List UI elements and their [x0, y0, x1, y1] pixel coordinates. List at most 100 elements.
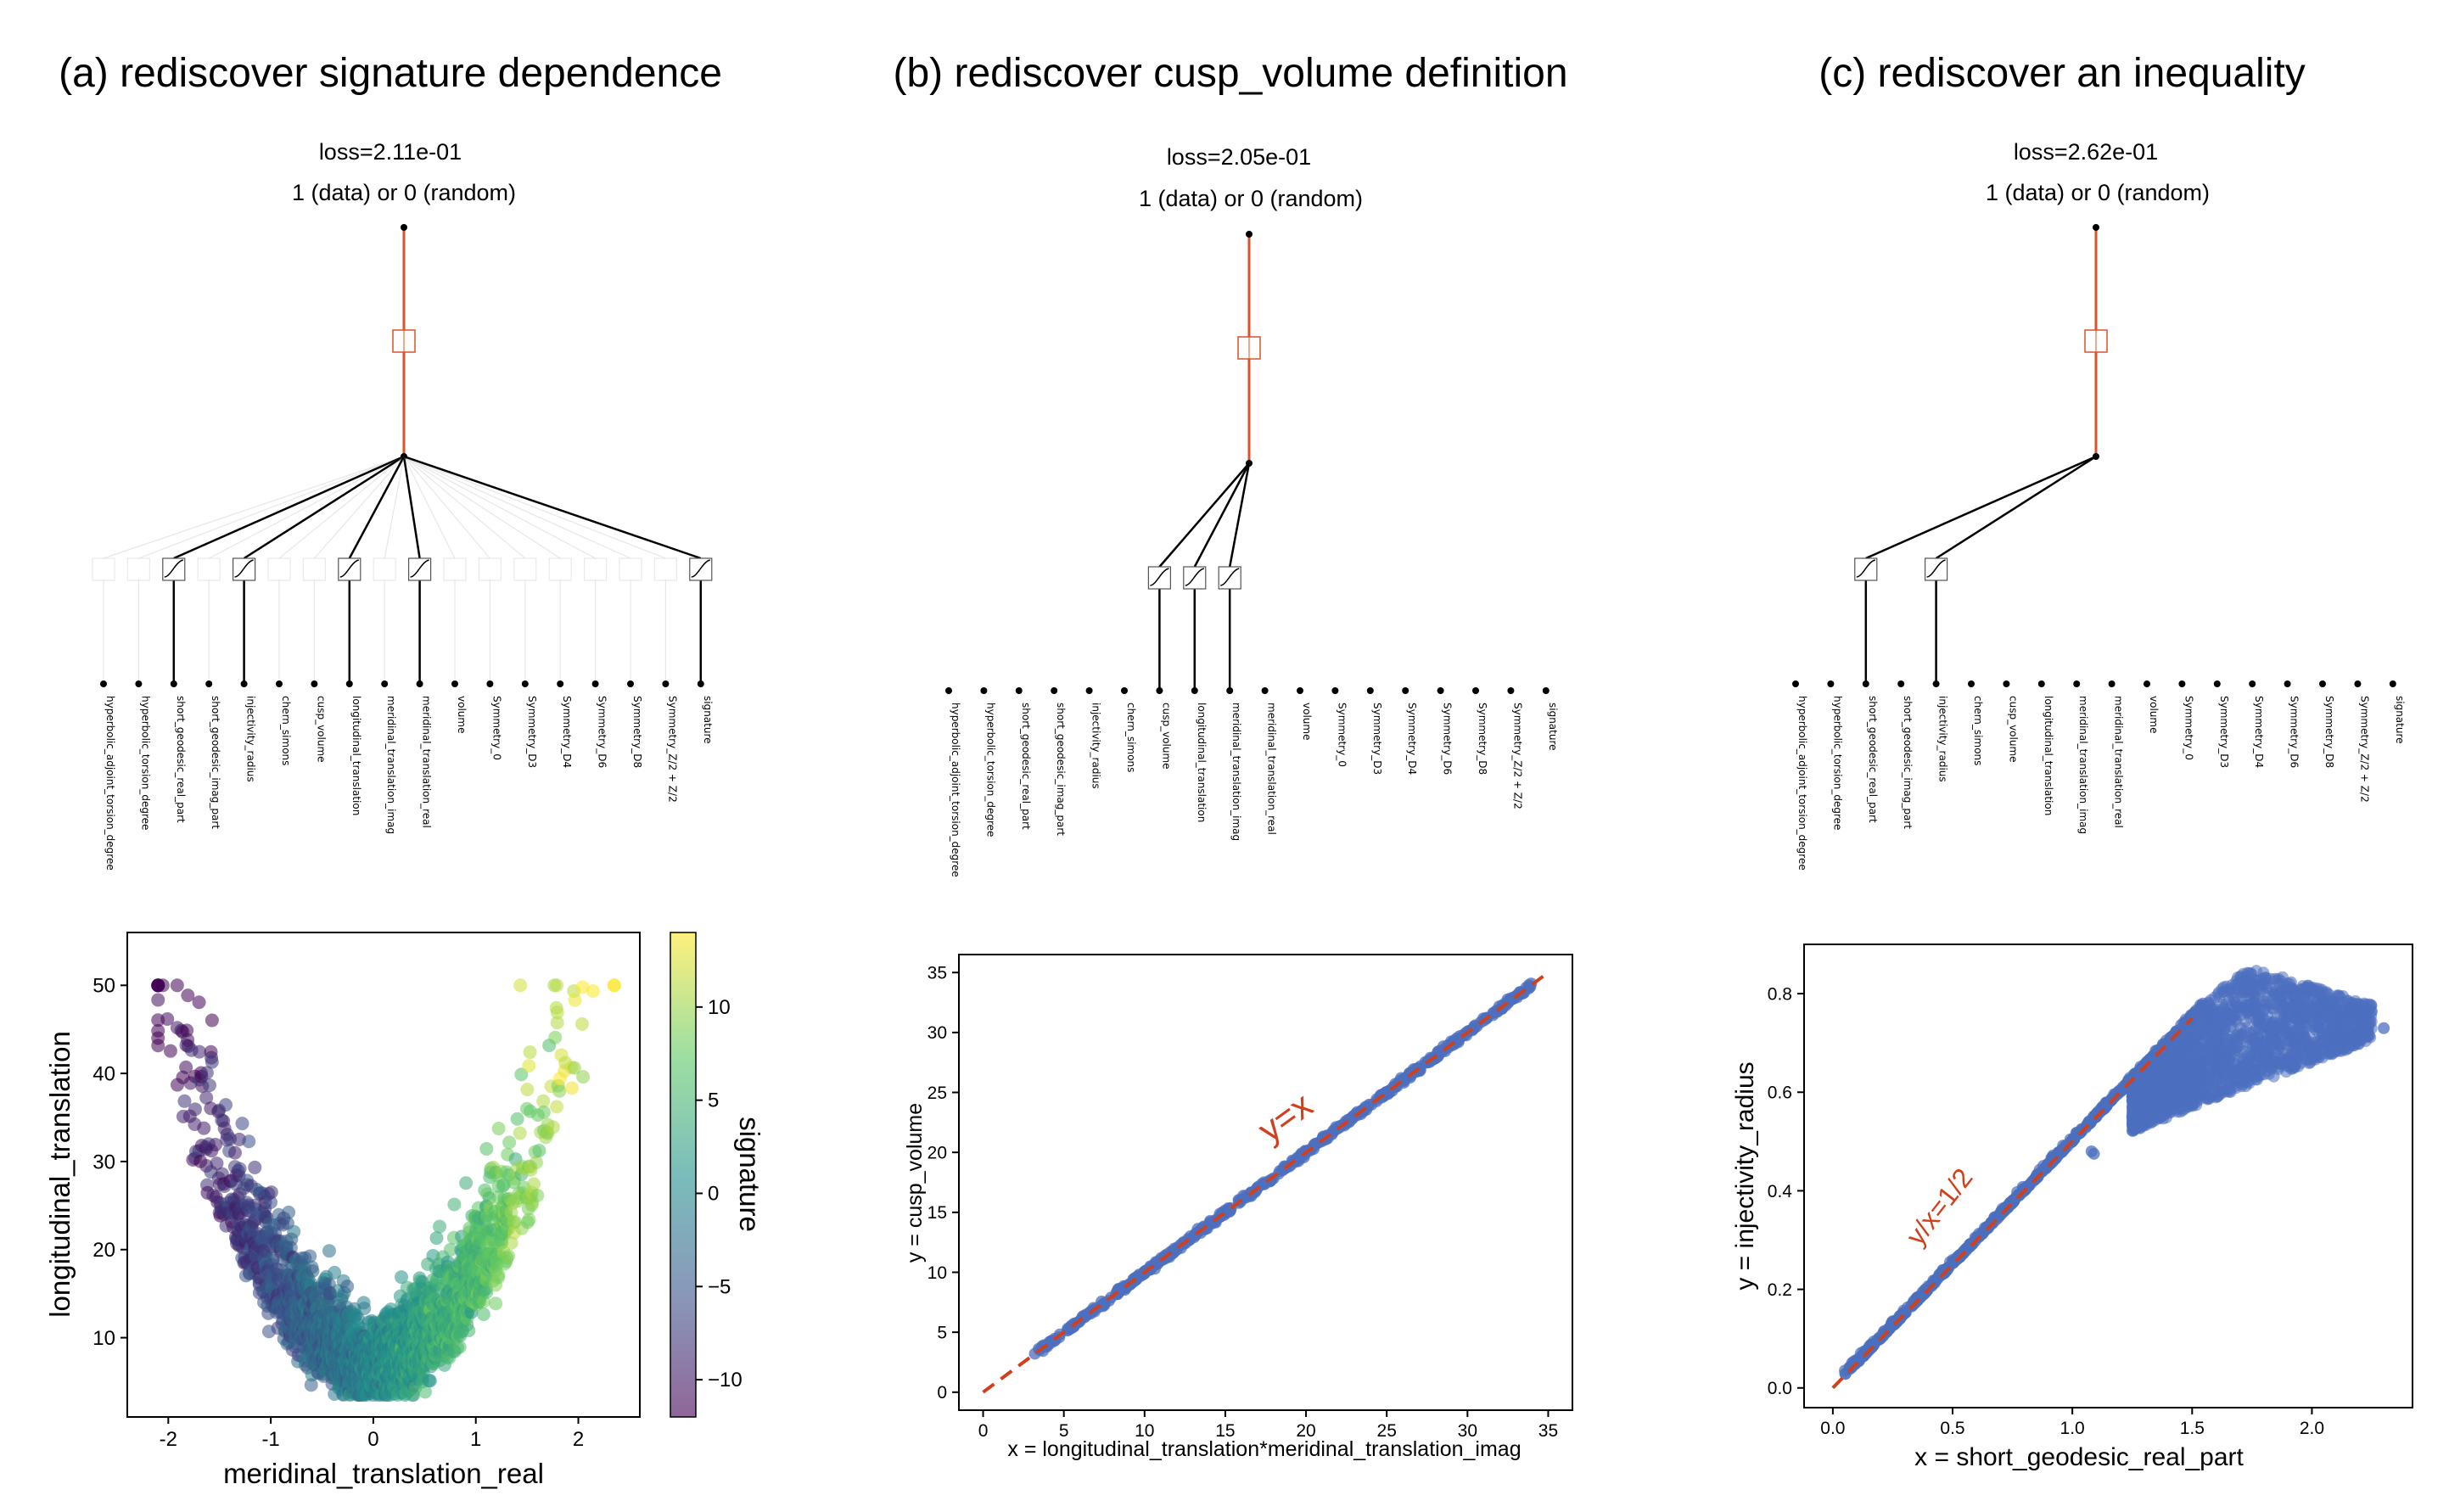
ytick-label: 40: [92, 1063, 115, 1086]
input-label-Symmetry_D3: Symmetry_D3: [1371, 703, 1383, 775]
edge-signature: [403, 455, 702, 560]
xtick-label: 2: [573, 1428, 584, 1451]
input-node-Symmetry_D4: [2249, 680, 2256, 687]
data-point: [522, 1212, 536, 1227]
edge-short_geodesic_real_part: [173, 455, 405, 560]
data-point: [476, 1308, 490, 1322]
input-label-Symmetry_Z/2 + Z/2: Symmetry_Z/2 + Z/2: [666, 696, 678, 803]
data-point: [322, 1244, 336, 1258]
ytick-label: 25: [927, 1084, 947, 1103]
chart-b-points: [1028, 977, 1538, 1360]
ytick-label: 20: [92, 1239, 115, 1262]
activation-box-meridinal_translation_imag: [373, 557, 396, 581]
activation-box-volume: [443, 557, 467, 581]
chart-c: 0.0 0.5 1.0 1.5 2.00.00.20.40.60.8 y/x=1/2 x…: [1731, 944, 2413, 1471]
input-node-Symmetry_0: [486, 680, 494, 687]
input-node-chern_simons: [1968, 680, 1975, 687]
xtick-label: 1: [470, 1428, 481, 1451]
data-point: [199, 1066, 214, 1080]
input-label-short_geodesic_real_part: short_geodesic_real_part: [1020, 703, 1032, 830]
input-node-Symmetry_D3: [1366, 687, 1374, 694]
activation-box-Symmetry_D4: [548, 557, 572, 581]
edge-Symmetry_D4: [403, 456, 561, 559]
chart-a-colorbar-label: signature: [734, 1117, 765, 1232]
activation-box-Symmetry_D6: [583, 557, 608, 581]
input-node-meridinal_translation_imag: [2073, 680, 2081, 687]
input-label-Symmetry_D3: Symmetry_D3: [2218, 696, 2230, 768]
data-point: [513, 1126, 527, 1140]
edge-short_geodesic_real_part: [1865, 455, 2097, 560]
input-node-longitudinal_translation: [1191, 687, 1198, 694]
input-label-volume: volume: [1301, 703, 1313, 740]
input-node-Symmetry_D4: [1402, 687, 1409, 694]
data-point: [227, 1145, 242, 1160]
ytick-label: 30: [927, 1023, 947, 1043]
input-label-hyperbolic_torsion_degree: hyperbolic_torsion_degree: [1831, 696, 1843, 830]
edge-Symmetry_D8: [403, 456, 631, 559]
input-label-hyperbolic_adjoint_torsion_degree: hyperbolic_adjoint_torsion_degree: [104, 696, 116, 871]
activation-box-chern_simons: [267, 557, 291, 581]
xtick-label: -1: [261, 1428, 279, 1451]
input-label-Symmetry_0: Symmetry_0: [1336, 703, 1348, 767]
data-point: [233, 1162, 247, 1176]
data-point: [530, 1156, 544, 1170]
ytick-label: 20: [927, 1144, 947, 1163]
panel-a-output-label: 1 (data) or 0 (random): [292, 180, 516, 205]
input-node-hyperbolic_torsion_degree: [980, 687, 988, 694]
edge-Symmetry_D3: [403, 456, 526, 559]
edge-hyperbolic_torsion_degree: [138, 456, 405, 559]
input-node-signature: [697, 680, 704, 687]
activation-box-hyperbolic_adjoint_torsion_degree: [92, 557, 115, 581]
input-label-short_geodesic_imag_part: short_geodesic_imag_part: [1055, 703, 1067, 836]
input-label-Symmetry_D8: Symmetry_D8: [1477, 703, 1488, 775]
colorbar-tick-label: −5: [708, 1275, 731, 1298]
data-point: [192, 995, 206, 1010]
input-label-meridinal_translation_imag: meridinal_translation_imag: [2077, 696, 2089, 834]
chart-a-points: [151, 978, 621, 1403]
colorbar-tick-label: 0: [708, 1182, 719, 1205]
panel-c-loss: loss=2.62e-01: [2014, 139, 2158, 165]
activation-box-cusp_volume: [302, 557, 326, 581]
data-point: [340, 1280, 355, 1294]
input-node-short_geodesic_real_part: [170, 680, 177, 687]
input-node-short_geodesic_real_part: [1015, 687, 1023, 694]
activation-box-Symmetry_D8: [619, 557, 642, 581]
data-point: [527, 1177, 541, 1191]
panel-c-output-label: 1 (data) or 0 (random): [1986, 180, 2210, 205]
data-point: [328, 1265, 342, 1280]
edge-injectivity_radius: [1935, 455, 2097, 560]
activation-curve-short_geodesic_real_part: [1856, 559, 1876, 578]
ytick-label: 50: [92, 975, 115, 998]
panel-b-output-label: 1 (data) or 0 (random): [1139, 186, 1363, 211]
edge-meridinal_translation_imag: [384, 456, 405, 559]
data-point: [193, 1044, 207, 1059]
chart-b-xlabel: x = longitudinal_translation*meridinal_t…: [1007, 1437, 1521, 1461]
input-label-Symmetry_D3: Symmetry_D3: [526, 696, 538, 768]
data-point: [568, 993, 582, 1007]
output-node: [1246, 231, 1253, 238]
input-node-meridinal_translation_real: [2108, 680, 2116, 687]
input-label-cusp_volume: cusp_volume: [2007, 696, 2019, 763]
xtick-label: 35: [1538, 1421, 1558, 1441]
data-point: [155, 978, 170, 993]
data-point: [282, 1205, 296, 1219]
data-point: [510, 1112, 524, 1126]
data-point: [447, 1197, 462, 1212]
data-point: [357, 1302, 372, 1316]
data-point: [532, 1144, 546, 1158]
data-point: [536, 1105, 551, 1119]
input-label-Symmetry_D6: Symmetry_D6: [597, 696, 608, 768]
activation-box-injectivity_radius: [1925, 557, 1948, 581]
panel-b-title: (b) rediscover cusp_volume definition: [893, 51, 1567, 96]
input-node-Symmetry_Z/2 + Z/2: [2354, 680, 2362, 687]
data-point: [205, 1055, 219, 1069]
input-label-meridinal_translation_imag: meridinal_translation_imag: [1230, 703, 1242, 841]
chart-c-points: [1839, 965, 2390, 1380]
data-point: [264, 1196, 278, 1210]
input-label-chern_simons: chern_simons: [1972, 696, 1984, 765]
data-point: [208, 1138, 222, 1152]
input-node-injectivity_radius: [240, 680, 248, 687]
data-point: [576, 1070, 591, 1084]
input-node-chern_simons: [1121, 687, 1128, 694]
